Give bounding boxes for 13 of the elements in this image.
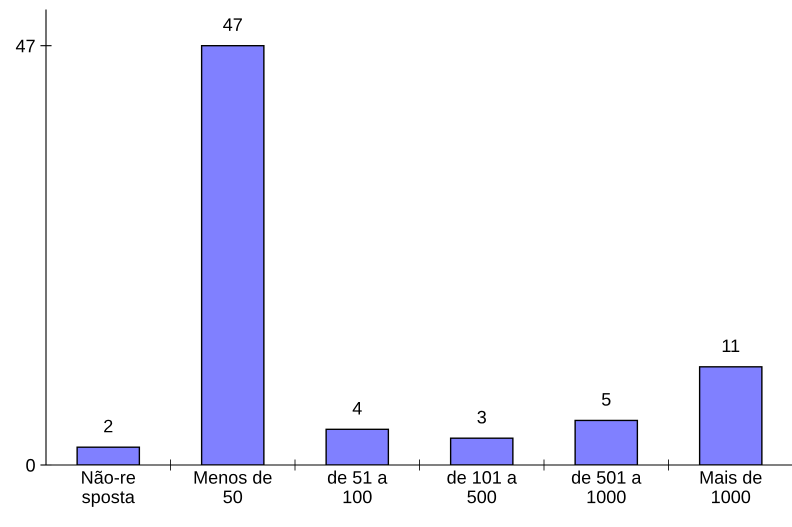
x-tick-label: Não-re sposta xyxy=(82,470,136,507)
x-tick-label: de 101 a 500 xyxy=(447,470,517,504)
data-label: 2 xyxy=(104,420,112,432)
data-label: 5 xyxy=(602,393,611,406)
x-tick-label: de 501 a 1000 xyxy=(572,470,642,504)
y-tick-label: 0 xyxy=(26,458,35,472)
data-label: 47 xyxy=(223,18,242,31)
data-label: 4 xyxy=(352,402,362,414)
x-tick-label: de 51 a 100 xyxy=(328,470,388,504)
data-label: 3 xyxy=(477,410,486,424)
x-tick-label: Menos de 50 xyxy=(194,470,272,504)
data-label: 11 xyxy=(722,340,740,352)
x-tick-label: Mais de 1000 xyxy=(700,470,762,504)
